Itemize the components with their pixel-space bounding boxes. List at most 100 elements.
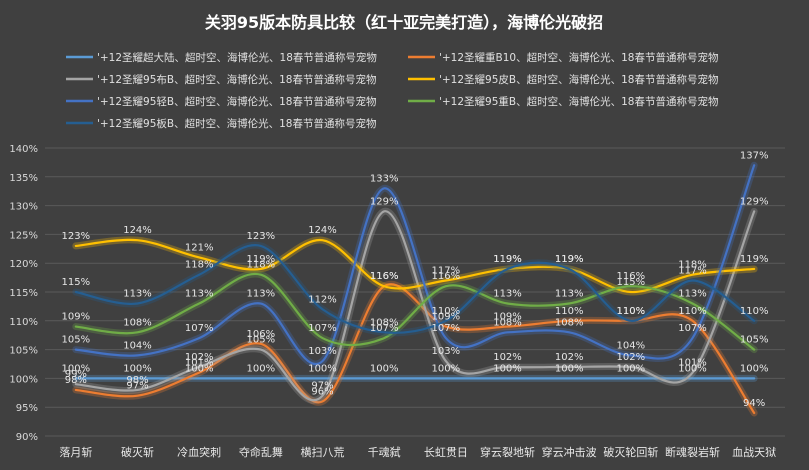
x-tick-label: 落月斩 <box>59 445 92 459</box>
data-label: 108% <box>370 317 399 328</box>
data-label: 110% <box>432 306 461 317</box>
data-label: 112% <box>308 294 337 305</box>
data-label: 113% <box>185 289 214 300</box>
x-tick-label: 破灭斩 <box>121 445 154 459</box>
data-label: 119% <box>493 254 522 265</box>
data-label: 102% <box>617 352 646 363</box>
data-label: 123% <box>247 231 276 242</box>
data-label: 119% <box>555 254 584 265</box>
series-line <box>74 283 756 415</box>
data-label: 105% <box>62 335 91 346</box>
data-label: 119% <box>740 254 769 265</box>
data-label: 106% <box>247 329 276 340</box>
data-labels: 100% 100% 100% 100% 100% 100% 100% 100% 100% 100%… <box>62 150 769 409</box>
data-label: 116% <box>617 271 646 282</box>
y-tick-label: 90% <box>16 432 38 443</box>
data-label: 115% <box>617 277 646 288</box>
data-label: 105% <box>740 335 769 346</box>
x-tick-label: 血战天狱 <box>732 445 776 459</box>
data-label: 115% <box>62 277 91 288</box>
data-label: 110% <box>555 306 584 317</box>
data-label: 100% <box>678 363 707 374</box>
data-label: 99% <box>65 369 87 380</box>
data-label: 108% <box>123 317 152 328</box>
data-label: 109% <box>432 312 461 323</box>
data-label: 110% <box>617 306 646 317</box>
x-axis: 落月斩 破灭斩 冷血突刺 夺命乱舞 横扫八荒 千魂弑 长虹贯日 穿云裂地斩 穿云冲击波 破灭轮回斩… <box>59 445 776 459</box>
legend-entry: '+12圣耀95重B、超时空、海博伦光、18春节普通称号宠物 <box>439 95 718 108</box>
data-label: 100% <box>432 363 461 374</box>
data-label: 113% <box>555 289 584 300</box>
data-label: 103% <box>308 346 337 357</box>
data-label: 137% <box>740 150 769 161</box>
data-label: 113% <box>123 289 152 300</box>
legend-entry: '+12圣耀95轻B、超时空、海博伦光、18春节普通称号宠物 <box>97 95 376 108</box>
legend-entry: '+12圣耀95皮B、超时空、海博伦光、18春节普通称号宠物 <box>439 73 718 86</box>
data-label: 119% <box>555 254 584 265</box>
data-label: 116% <box>432 271 461 282</box>
data-label: 129% <box>370 196 399 207</box>
x-tick-label: 长虹贯日 <box>424 446 468 459</box>
data-label: 113% <box>247 289 276 300</box>
data-label: 118% <box>185 260 214 271</box>
data-label: 102% <box>555 352 584 363</box>
data-label: 100% <box>185 363 214 374</box>
data-label: 109% <box>493 312 522 323</box>
data-label: 107% <box>432 323 461 334</box>
y-tick-label: 120% <box>9 259 38 270</box>
legend-entry: '+12圣耀95板B、超时空、海博伦光、18春节普通称号宠物 <box>97 117 376 130</box>
data-label: 100% <box>308 363 337 374</box>
x-tick-label: 千魂弑 <box>368 446 401 459</box>
x-tick-label: 夺命乱舞 <box>239 445 283 459</box>
data-label: 100% <box>740 363 769 374</box>
data-label: 96% <box>311 386 333 397</box>
data-label: 107% <box>678 323 707 334</box>
data-label: 102% <box>493 352 522 363</box>
data-label: 102% <box>185 352 214 363</box>
data-label: 100% <box>123 363 152 374</box>
data-label: 108% <box>555 317 584 328</box>
data-label: 124% <box>308 225 337 236</box>
series-line <box>74 210 756 402</box>
data-label: 104% <box>123 340 152 351</box>
data-label: 100% <box>62 363 91 374</box>
series-line <box>74 238 756 294</box>
x-tick-label: 横扫八荒 <box>301 445 345 459</box>
data-label: 101% <box>185 358 214 369</box>
data-label: 105% <box>247 335 276 346</box>
legend-entry: '+12圣耀95布B、超时空、海博伦光、18春节普通称号宠物 <box>97 73 376 86</box>
data-label: 100% <box>617 363 646 374</box>
legend: '+12圣耀超大陆、超时空、海博伦光、18春节普通称号宠物 '+12圣耀重B10、… <box>66 51 718 130</box>
data-label: 113% <box>493 289 522 300</box>
y-tick-label: 125% <box>9 230 38 241</box>
data-label: 116% <box>370 271 399 282</box>
data-label: 107% <box>185 323 214 334</box>
data-label: 107% <box>308 323 337 334</box>
x-tick-label: 冷血突刺 <box>177 445 221 459</box>
data-label: 119% <box>493 254 522 265</box>
y-axis: 90% 95% 100% 105% 110% 115% 120% 125% 130% 135% 14… <box>9 144 38 443</box>
legend-entry: '+12圣耀重B10、超时空、海博伦光、18春节普通称号宠物 <box>439 51 718 64</box>
data-label: 129% <box>740 196 769 207</box>
data-label: 100% <box>555 363 584 374</box>
data-label: 100% <box>493 363 522 374</box>
data-label: 121% <box>185 242 214 253</box>
data-label: 101% <box>678 358 707 369</box>
data-label: 97% <box>311 381 333 392</box>
data-label: 119% <box>247 254 276 265</box>
x-tick-label: 穿云裂地斩 <box>480 445 535 459</box>
data-label: 110% <box>740 306 769 317</box>
data-label: 97% <box>126 381 148 392</box>
data-label: 100% <box>247 363 276 374</box>
data-label: 123% <box>62 231 91 242</box>
data-label: 109% <box>62 312 91 323</box>
series-line <box>74 164 756 366</box>
data-label: 100% <box>370 363 399 374</box>
y-tick-label: 100% <box>9 374 38 385</box>
data-label: 98% <box>126 375 148 386</box>
y-tick-label: 135% <box>9 173 38 184</box>
legend-entry: '+12圣耀超大陆、超时空、海博伦光、18春节普通称号宠物 <box>97 51 377 64</box>
data-label: 103% <box>432 346 461 357</box>
